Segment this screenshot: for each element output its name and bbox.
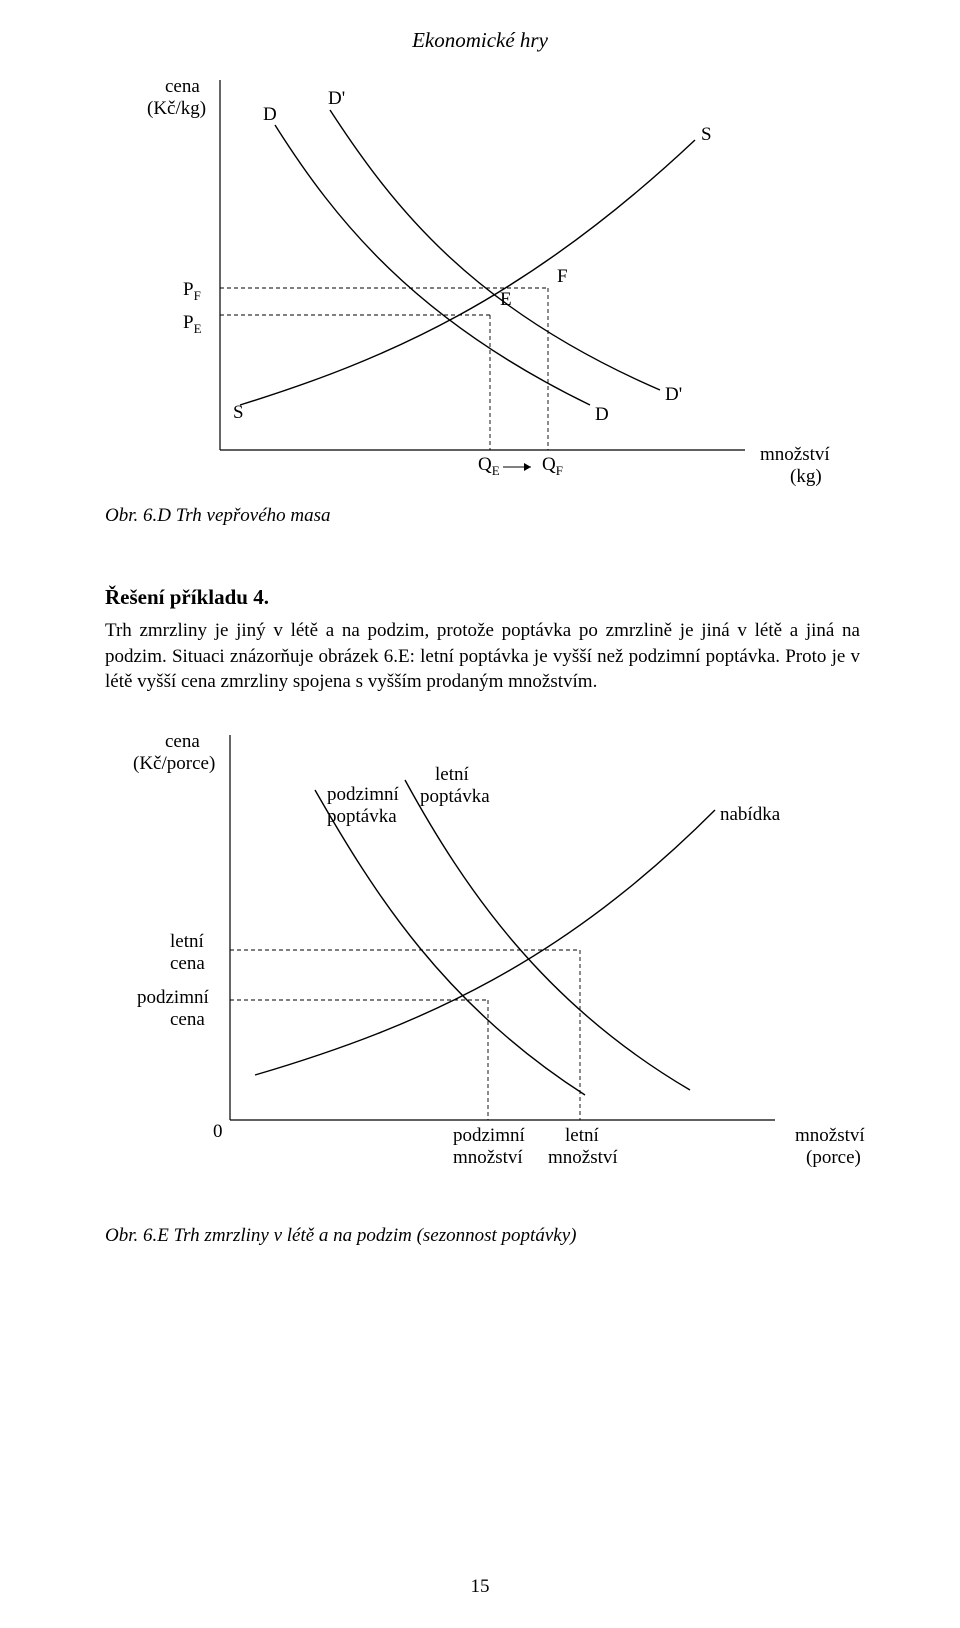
chart1-D-top: D	[263, 104, 277, 125]
chart1-caption: Obr. 6.D Trh vepřového masa	[105, 505, 331, 527]
chart2-xlabel-2: (porce)	[806, 1147, 861, 1168]
chart2-podzim-mn-2: množství	[453, 1147, 523, 1168]
section-heading: Řešení příkladu 4.	[105, 585, 269, 610]
chart2-podzim-pop-2: poptávka	[327, 806, 397, 827]
chart1-QE: QE	[478, 454, 500, 478]
chart-6e-container: cena (Kč/porce) množství (porce) podzimn…	[95, 725, 885, 1185]
chart2-podzim-pop-1: podzimní	[327, 784, 399, 805]
chart-6d-container: cena (Kč/kg) množství (kg) D D' S S D D'…	[105, 70, 865, 490]
chart1-pointF: F	[557, 266, 568, 287]
chart2-letni-mn-2: množství	[548, 1147, 618, 1168]
chart2-podzim-cena-1: podzimní	[137, 987, 209, 1008]
chart1-ylabel-1: cena	[165, 76, 200, 97]
chart1-ylabel-2: (Kč/kg)	[147, 98, 206, 119]
chart2-caption: Obr. 6.E Trh zmrzliny v létě a na podzim…	[105, 1225, 576, 1247]
chart1-S-bottom: S	[233, 402, 244, 423]
chart2-letni-cena-2: cena	[170, 953, 205, 974]
section-paragraph: Trh zmrzliny je jiný v létě a na podzim,…	[105, 618, 860, 695]
chart1-xlabel-2: (kg)	[790, 466, 822, 487]
chart2-letni-pop-2: poptávka	[420, 786, 490, 807]
chart1-Dp-top: D'	[328, 88, 345, 109]
chart2-zero: 0	[213, 1121, 223, 1142]
chart1-S-top: S	[701, 124, 712, 145]
chart2-letni-mn-1: letní	[565, 1125, 599, 1146]
chart2-ylabel-2: (Kč/porce)	[133, 753, 215, 774]
chart1-pointE: E	[500, 289, 512, 310]
chart1-D-bottom: D	[595, 404, 609, 425]
page-number: 15	[0, 1576, 960, 1598]
chart2-podzim-cena-2: cena	[170, 1009, 205, 1030]
chart2-letni-cena-1: letní	[170, 931, 204, 952]
chart2-ylabel-1: cena	[165, 731, 200, 752]
chart1-PE: PE	[183, 312, 202, 336]
chart-6e-svg: cena (Kč/porce) množství (porce) podzimn…	[95, 725, 885, 1185]
chart2-letni-pop-1: letní	[435, 764, 469, 785]
chart1-Dp-bottom: D'	[665, 384, 682, 405]
chart1-xlabel-1: množství	[760, 444, 830, 465]
chart2-podzim-mn-1: podzimní	[453, 1125, 525, 1146]
chart2-xlabel-1: množství	[795, 1125, 865, 1146]
chart1-PF: PF	[183, 279, 201, 303]
chart1-QF: QF	[542, 454, 563, 478]
chart-6d-svg: cena (Kč/kg) množství (kg) D D' S S D D'…	[105, 70, 865, 490]
chart2-nabidka: nabídka	[720, 804, 781, 825]
page-header-title: Ekonomické hry	[0, 0, 960, 53]
